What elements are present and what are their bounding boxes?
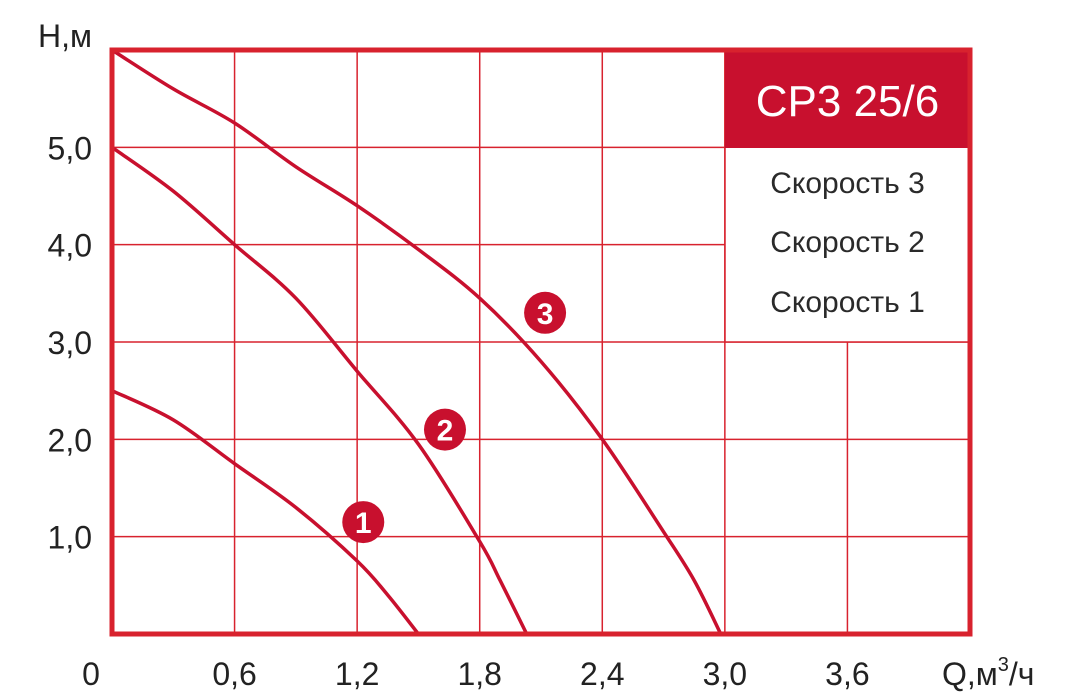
curve-badge-label-3: 3 — [537, 298, 554, 331]
x-tick-label: 2,4 — [580, 656, 624, 692]
x-tick-label: 1,8 — [457, 656, 501, 692]
y-tick-label: 4,0 — [48, 228, 92, 264]
x-tick-label: 0,6 — [212, 656, 256, 692]
y-axis-ticks: 1,0 2,0 3,0 4,0 5,0 — [48, 130, 92, 555]
curve-badge-2 — [423, 408, 466, 451]
curve-speed-1 — [110, 388, 421, 636]
plot-frame — [109, 47, 973, 637]
x-axis-label-suffix: /ч — [1009, 656, 1035, 692]
curves — [110, 48, 723, 636]
curve-speed-2 — [110, 145, 529, 636]
x-axis-label-main: Q,м — [942, 656, 998, 692]
y-tick-label: 2,0 — [48, 422, 92, 458]
y-tick-label: 1,0 — [48, 520, 92, 556]
curve-badge-3 — [524, 291, 567, 334]
y-tick-label: 3,0 — [48, 325, 92, 361]
curve-badge-label-1: 1 — [355, 507, 372, 540]
x-axis-label-superscript: 3 — [998, 654, 1009, 676]
legend-entry-speed-2: Скорость 2 — [770, 226, 925, 259]
legend-entry-speed-1: Скорость 1 — [770, 286, 925, 319]
curve-badge-1 — [342, 501, 385, 544]
origin-label: 0 — [82, 656, 100, 692]
y-axis-label: H,м — [38, 18, 92, 54]
chart-title: CP3 25/6 — [756, 77, 939, 126]
x-tick-label: 3,6 — [825, 656, 869, 692]
x-axis-label: Q,м3/ч — [942, 654, 1034, 692]
x-tick-label: 3,0 — [703, 656, 747, 692]
x-axis-ticks: 0,6 1,2 1,8 2,4 3,0 3,6 — [212, 656, 869, 692]
title-background — [725, 50, 970, 148]
curve-badge-label-2: 2 — [437, 415, 454, 448]
y-tick-label: 5,0 — [48, 130, 92, 166]
curve-speed-3 — [110, 48, 723, 636]
legend-entry-speed-3: Скорость 3 — [770, 167, 925, 200]
curve-badges: 1 2 3 — [342, 291, 567, 544]
x-tick-label: 1,2 — [335, 656, 379, 692]
legend: CP3 25/6 Скорость 3 Скорость 2 Скорость … — [724, 49, 971, 343]
